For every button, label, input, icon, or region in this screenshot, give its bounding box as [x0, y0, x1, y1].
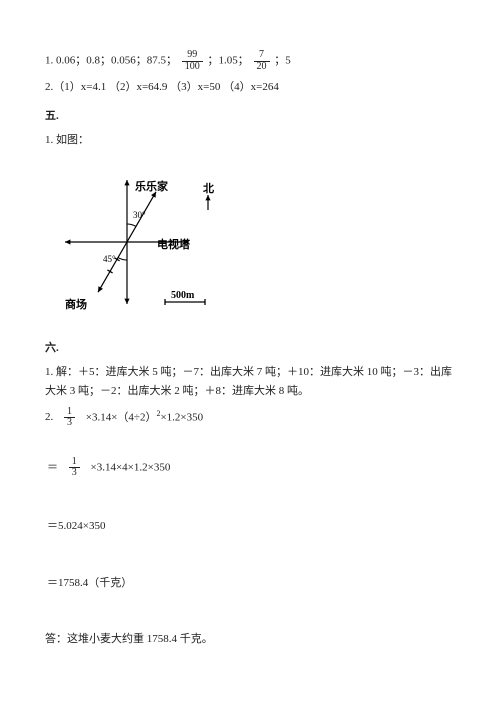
- section-6-line-1: 1. 解：＋5：进库大米 5 吨；－7：出库大米 7 吨；＋10：进库大米 10…: [45, 363, 455, 400]
- section-6-line-3: ＝ 1 3 ×3.14×4×1.2×350: [45, 457, 455, 479]
- text: 1. 0.06；0.8；0.056；87.5；: [45, 55, 177, 67]
- text: ；5: [274, 55, 291, 67]
- svg-text:45°: 45°: [103, 254, 116, 264]
- svg-text:30°: 30°: [133, 210, 146, 220]
- text: ×3.14×4×1.2×350: [91, 461, 171, 473]
- section-6-line-4: ＝5.024×350: [45, 517, 455, 536]
- section-6-line-5: ＝1758.4（千克）: [45, 574, 455, 593]
- text: ×1.2×350: [160, 411, 203, 423]
- equals-sign: ＝: [47, 461, 58, 473]
- fraction-1-3: 1 3: [64, 407, 75, 429]
- diagram-svg: 30° 45° 乐乐家电视塔商场 北 500m: [47, 162, 227, 322]
- svg-text:500m: 500m: [171, 290, 195, 301]
- numerator: 7: [254, 50, 270, 62]
- svg-text:商场: 商场: [65, 297, 87, 311]
- fraction-7-20: 7 20: [254, 50, 270, 72]
- text: ；1.05；: [208, 55, 249, 67]
- denominator: 100: [182, 62, 203, 73]
- answers-line-1: 1. 0.06；0.8；0.056；87.5； 99 100 ；1.05； 7 …: [45, 50, 455, 72]
- answers-line-2: 2.（1）x=4.1 （2）x=64.9 （3）x=50 （4）x=264: [45, 78, 455, 97]
- section-6-line-2: 2. 1 3 ×3.14×（4÷2）2×1.2×350: [45, 407, 455, 429]
- fraction-1-3: 1 3: [69, 457, 80, 479]
- section-6-answer: 答：这堆小麦大约重 1758.4 千克。: [45, 630, 455, 649]
- section-5-heading: 五.: [45, 107, 455, 126]
- text: 2.: [45, 408, 53, 427]
- svg-text:北: 北: [203, 181, 214, 195]
- svg-text:电视塔: 电视塔: [157, 237, 191, 251]
- numerator: 99: [182, 50, 203, 62]
- section-6-heading: 六.: [45, 339, 455, 358]
- denominator: 3: [64, 418, 75, 429]
- direction-diagram: 30° 45° 乐乐家电视塔商场 北 500m: [47, 162, 455, 329]
- svg-text:乐乐家: 乐乐家: [135, 179, 169, 193]
- text: ×3.14×（4÷2）: [86, 411, 157, 423]
- denominator: 3: [69, 468, 80, 479]
- fraction-99-100: 99 100: [182, 50, 203, 72]
- denominator: 20: [254, 62, 270, 73]
- section-5-line-1: 1. 如图：: [45, 131, 455, 150]
